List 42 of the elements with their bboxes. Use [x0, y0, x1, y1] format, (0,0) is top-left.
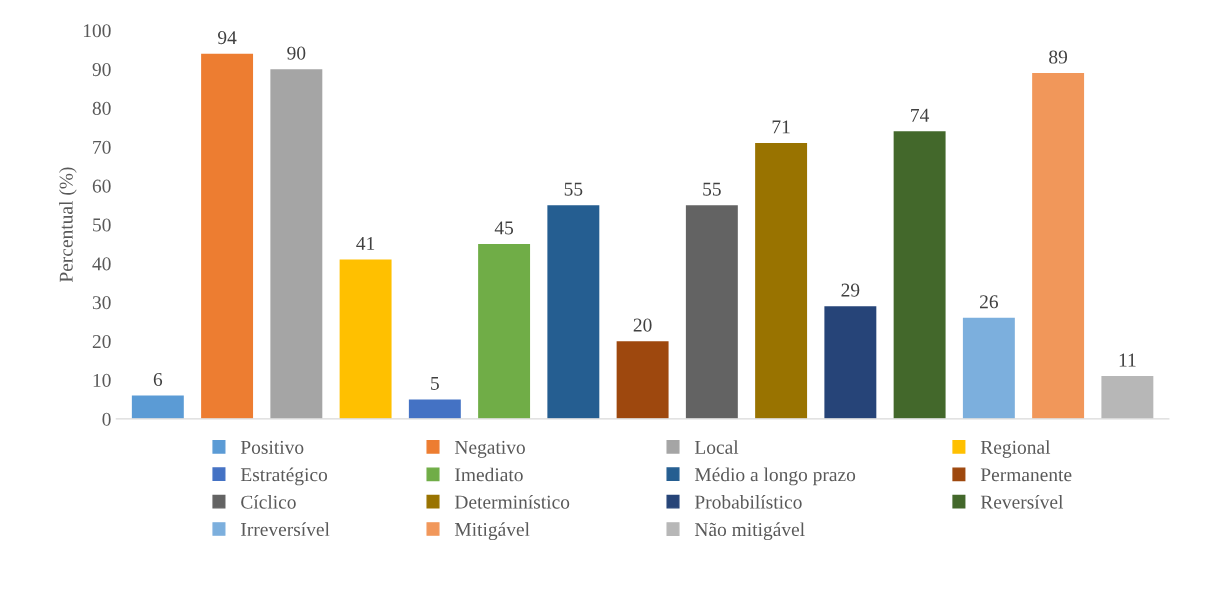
legend-label: Positivo	[240, 440, 304, 454]
legend-label: Médio a longo prazo	[694, 467, 856, 486]
y-tick-label: 50	[93, 218, 111, 232]
y-axis-title: Percentual (%)	[59, 167, 77, 283]
y-tick-label: 90	[92, 63, 111, 77]
data-label: 29	[841, 283, 860, 297]
data-label: 6	[153, 372, 163, 387]
data-label: 94	[217, 31, 237, 45]
legend-label: Negativo	[454, 440, 525, 458]
legend-label: Probabilístico	[694, 494, 802, 509]
y-tick-label: 40	[92, 257, 111, 271]
y-tick-label: 30	[92, 296, 111, 310]
legend-label: Não mitigável	[694, 522, 805, 541]
legend-label: Local	[694, 440, 739, 454]
data-label: 11	[1119, 353, 1136, 367]
data-label: 89	[1049, 50, 1068, 64]
y-tick-label: 10	[93, 373, 111, 387]
y-tick-label: 70	[93, 140, 111, 154]
legend-label: Permanente	[980, 468, 1072, 482]
data-label: 90	[287, 46, 306, 60]
y-tick-label: 80	[92, 101, 111, 115]
legend-label: Estratégico	[240, 467, 328, 486]
data-label: 71	[772, 120, 790, 134]
data-label: 41	[356, 237, 375, 250]
y-tick-label: 100	[83, 24, 111, 38]
legend-label: Mitigável	[454, 522, 530, 541]
legend-label: Irreversível	[241, 522, 330, 537]
data-label: 55	[703, 182, 721, 196]
legend-label: Imediato	[455, 467, 523, 482]
data-label: 20	[633, 318, 652, 332]
y-tick-label: 0	[102, 412, 111, 426]
legend-label: Reversível	[980, 494, 1064, 509]
data-label: 55	[564, 182, 583, 196]
legend-label: Regional	[980, 440, 1051, 458]
data-label: 26	[979, 295, 999, 309]
legend-label: Cíclico	[241, 494, 296, 509]
data-label: 5	[431, 376, 439, 390]
data-label: 45	[494, 221, 514, 235]
data-label: 74	[911, 108, 930, 122]
y-tick-label: 20	[92, 334, 111, 349]
legend-label: Determinístico	[454, 494, 570, 509]
y-tick-label: 60	[92, 179, 111, 193]
